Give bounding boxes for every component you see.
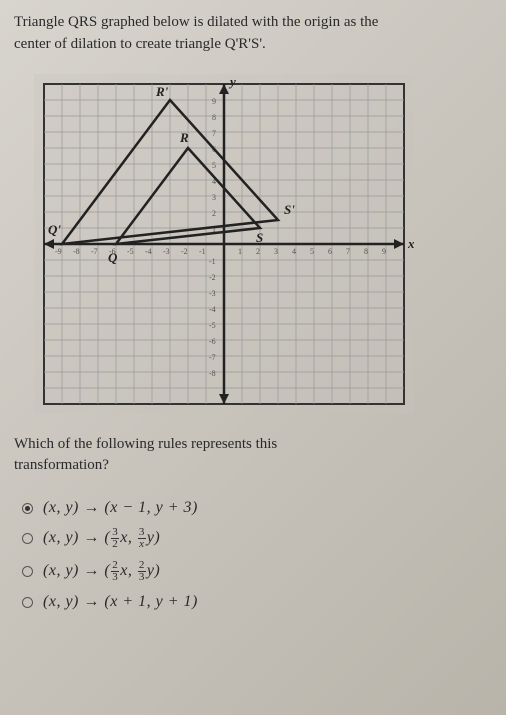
svg-text:-8: -8 <box>209 369 216 378</box>
svg-text:-4: -4 <box>209 305 216 314</box>
svg-text:-7: -7 <box>209 353 216 362</box>
svg-text:9: 9 <box>212 97 216 106</box>
svg-text:-9: -9 <box>55 247 62 256</box>
prompt-text: Which of the following rules represents … <box>14 434 492 478</box>
radio-icon <box>22 533 33 544</box>
graph-container: 123 456 789 -1-2-3 -4-5-6 -7-8-9 123 456… <box>34 74 414 414</box>
question-line1: Triangle QRS graphed below is dilated wi… <box>14 14 378 30</box>
svg-text:-4: -4 <box>145 247 152 256</box>
svg-text:3: 3 <box>274 247 278 256</box>
svg-text:7: 7 <box>212 129 216 138</box>
option-4[interactable]: (x, y) → (x + 1, y + 1) <box>22 593 492 611</box>
svg-text:-5: -5 <box>127 247 134 256</box>
svg-text:-3: -3 <box>209 289 216 298</box>
svg-text:Q': Q' <box>48 222 61 237</box>
svg-text:2: 2 <box>212 209 216 218</box>
svg-text:6: 6 <box>328 247 332 256</box>
option-3[interactable]: (x, y) → (23x, 23y) <box>22 560 492 583</box>
question-text: Triangle QRS graphed below is dilated wi… <box>14 12 492 56</box>
svg-text:3: 3 <box>212 193 216 202</box>
svg-text:R: R <box>179 130 189 145</box>
radio-icon <box>22 566 33 577</box>
svg-text:-2: -2 <box>181 247 188 256</box>
svg-text:5: 5 <box>212 161 216 170</box>
svg-text:9: 9 <box>382 247 386 256</box>
svg-text:2: 2 <box>256 247 260 256</box>
svg-text:-1: -1 <box>209 257 216 266</box>
svg-text:-7: -7 <box>91 247 98 256</box>
svg-text:-1: -1 <box>199 247 206 256</box>
svg-text:Q: Q <box>108 250 118 265</box>
svg-text:-6: -6 <box>209 337 216 346</box>
svg-text:4: 4 <box>292 247 296 256</box>
svg-text:S: S <box>256 230 263 245</box>
option-1[interactable]: (x, y) → (x − 1, y + 3) <box>22 499 492 517</box>
svg-text:-3: -3 <box>163 247 170 256</box>
svg-text:y: y <box>228 74 236 89</box>
svg-text:-5: -5 <box>209 321 216 330</box>
radio-icon <box>22 503 33 514</box>
svg-text:S': S' <box>284 202 295 217</box>
option-3-text: (x, y) → (23x, 23y) <box>43 560 160 583</box>
option-2[interactable]: (x, y) → (32x, 3xy) <box>22 527 492 550</box>
option-1-text: (x, y) → (x − 1, y + 3) <box>43 499 198 517</box>
svg-text:5: 5 <box>310 247 314 256</box>
option-2-text: (x, y) → (32x, 3xy) <box>43 527 160 550</box>
svg-text:1: 1 <box>238 247 242 256</box>
prompt-line2: transformation? <box>14 457 109 473</box>
svg-text:8: 8 <box>364 247 368 256</box>
svg-text:-2: -2 <box>209 273 216 282</box>
option-4-text: (x, y) → (x + 1, y + 1) <box>43 593 198 611</box>
svg-text:7: 7 <box>346 247 350 256</box>
prompt-line1: Which of the following rules represents … <box>14 436 277 452</box>
svg-text:R': R' <box>155 84 169 99</box>
options-list: (x, y) → (x − 1, y + 3) (x, y) → (32x, 3… <box>22 499 492 611</box>
coordinate-graph: 123 456 789 -1-2-3 -4-5-6 -7-8-9 123 456… <box>34 74 414 414</box>
radio-icon <box>22 597 33 608</box>
svg-text:8: 8 <box>212 113 216 122</box>
question-line2: center of dilation to create triangle Q'… <box>14 36 266 52</box>
svg-text:x: x <box>407 236 414 251</box>
svg-text:-8: -8 <box>73 247 80 256</box>
